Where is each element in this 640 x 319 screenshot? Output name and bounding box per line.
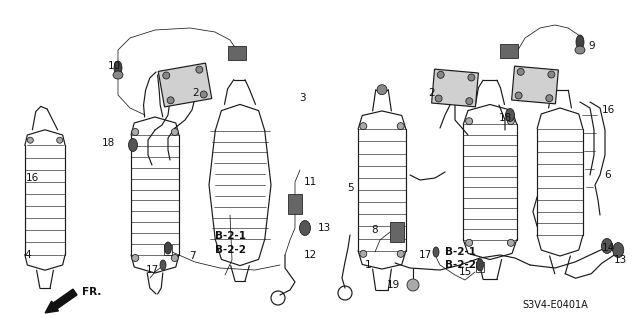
Ellipse shape — [300, 220, 310, 235]
Circle shape — [200, 91, 207, 98]
Circle shape — [466, 118, 472, 125]
Circle shape — [360, 123, 367, 130]
Ellipse shape — [113, 71, 123, 79]
Bar — [390, 222, 404, 242]
Ellipse shape — [477, 259, 483, 271]
Circle shape — [508, 118, 515, 125]
Circle shape — [132, 255, 139, 262]
Circle shape — [377, 85, 387, 95]
Text: 7: 7 — [189, 251, 195, 261]
Text: 10: 10 — [108, 61, 120, 71]
Text: 13: 13 — [317, 223, 331, 233]
Text: 6: 6 — [605, 170, 611, 180]
Circle shape — [517, 68, 524, 75]
Text: B-2-1: B-2-1 — [445, 247, 476, 257]
Polygon shape — [511, 66, 558, 104]
Text: 18: 18 — [101, 138, 115, 148]
Text: 2: 2 — [193, 88, 199, 98]
Text: 12: 12 — [303, 250, 317, 260]
Ellipse shape — [506, 108, 515, 122]
Ellipse shape — [612, 242, 624, 257]
Text: 8: 8 — [372, 225, 378, 235]
Ellipse shape — [114, 61, 122, 75]
Circle shape — [466, 239, 472, 246]
Text: 9: 9 — [589, 41, 595, 51]
Circle shape — [167, 97, 174, 104]
Circle shape — [397, 123, 404, 130]
Text: 13: 13 — [613, 255, 627, 265]
Text: 3: 3 — [299, 93, 305, 103]
Bar — [500, 44, 518, 58]
Ellipse shape — [164, 242, 172, 254]
Text: 2: 2 — [429, 88, 435, 98]
Circle shape — [28, 137, 33, 143]
Circle shape — [397, 250, 404, 257]
Circle shape — [466, 98, 473, 105]
Ellipse shape — [433, 247, 439, 257]
Circle shape — [468, 74, 475, 81]
Ellipse shape — [160, 260, 166, 270]
Text: B-2-2: B-2-2 — [445, 260, 476, 270]
Ellipse shape — [129, 138, 138, 152]
Text: 19: 19 — [387, 280, 399, 290]
Text: 4: 4 — [25, 250, 31, 260]
Circle shape — [548, 71, 555, 78]
Text: B-2-1: B-2-1 — [214, 231, 246, 241]
Circle shape — [163, 72, 170, 79]
Text: B-2-2: B-2-2 — [214, 245, 246, 255]
Ellipse shape — [576, 35, 584, 49]
Text: 15: 15 — [458, 267, 472, 277]
Circle shape — [508, 239, 515, 246]
Text: FR.: FR. — [83, 287, 102, 297]
Circle shape — [360, 250, 367, 257]
Circle shape — [515, 92, 522, 99]
Circle shape — [407, 279, 419, 291]
Text: 5: 5 — [347, 183, 353, 193]
Polygon shape — [158, 63, 212, 107]
Text: 18: 18 — [499, 113, 511, 123]
Text: 11: 11 — [303, 177, 317, 187]
Text: 1: 1 — [365, 260, 371, 270]
Bar — [288, 194, 302, 214]
Circle shape — [437, 71, 444, 78]
Polygon shape — [431, 69, 478, 107]
Text: 16: 16 — [602, 105, 614, 115]
Ellipse shape — [575, 46, 585, 54]
Text: S3V4-E0401A: S3V4-E0401A — [522, 300, 588, 310]
Text: 14: 14 — [602, 243, 614, 253]
Circle shape — [546, 95, 553, 102]
Ellipse shape — [602, 239, 612, 254]
Text: 16: 16 — [26, 173, 38, 183]
Circle shape — [172, 129, 179, 136]
Circle shape — [132, 129, 139, 136]
Circle shape — [172, 255, 179, 262]
Circle shape — [435, 95, 442, 102]
Text: 17: 17 — [419, 250, 431, 260]
Bar — [228, 46, 246, 60]
Circle shape — [57, 137, 63, 143]
FancyArrow shape — [45, 289, 77, 313]
Circle shape — [196, 66, 203, 73]
Text: 17: 17 — [145, 265, 159, 275]
